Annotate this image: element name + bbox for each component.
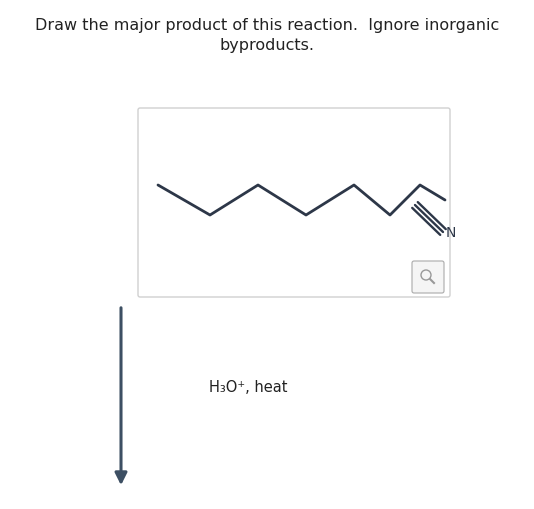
FancyBboxPatch shape bbox=[138, 108, 450, 297]
Text: byproducts.: byproducts. bbox=[219, 38, 315, 53]
FancyBboxPatch shape bbox=[412, 261, 444, 293]
Text: Draw the major product of this reaction.  Ignore inorganic: Draw the major product of this reaction.… bbox=[35, 18, 499, 33]
Text: N: N bbox=[446, 226, 457, 240]
Text: H₃O⁺, heat: H₃O⁺, heat bbox=[209, 381, 287, 395]
